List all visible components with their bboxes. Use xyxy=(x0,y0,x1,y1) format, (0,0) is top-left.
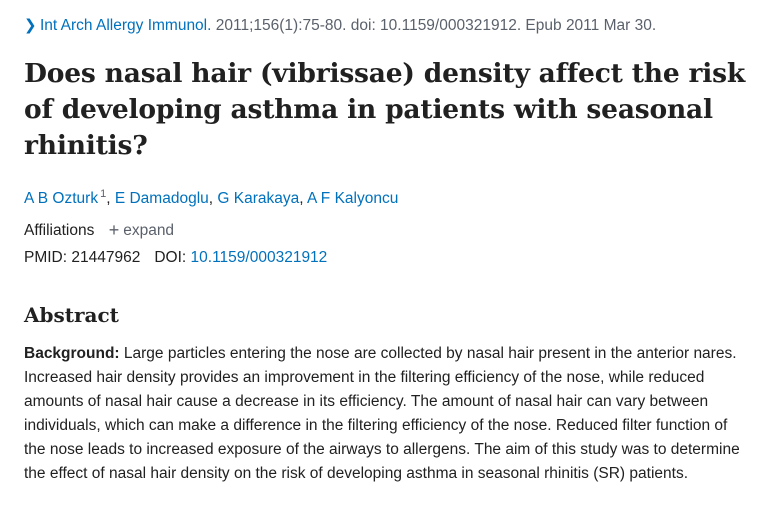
plus-icon: + xyxy=(108,220,120,240)
citation-details: 2011;156(1):75-80. doi: 10.1159/00032191… xyxy=(215,17,657,34)
expand-affiliations-button[interactable]: + expand xyxy=(108,220,175,240)
background-text: Large particles entering the nose are co… xyxy=(24,345,740,482)
background-label: Background: xyxy=(24,345,120,362)
author-link[interactable]: E Damadoglu xyxy=(114,190,209,207)
abstract-background: Background: Large particles entering the… xyxy=(24,342,749,486)
journal-link[interactable]: Int Arch Allergy Immunol. xyxy=(40,17,212,34)
doi-link[interactable]: 10.1159/000321912 xyxy=(190,249,328,266)
chevron-right-icon[interactable]: ❯ xyxy=(24,17,37,34)
expand-label: expand xyxy=(123,222,175,239)
author-link[interactable]: A B Ozturk xyxy=(24,190,99,207)
author-list: A B Ozturk 1, E Damadoglu, G Karakaya, A … xyxy=(24,188,399,207)
author-link[interactable]: A F Kalyoncu xyxy=(307,190,399,207)
pmid-label: PMID: xyxy=(24,249,68,266)
affiliations-row: Affiliations + expand xyxy=(24,218,174,243)
citation-line: ❯ Int Arch Allergy Immunol. 2011;156(1):7… xyxy=(24,14,656,38)
pmid-value: 21447962 xyxy=(71,249,141,266)
abstract-heading: Abstract xyxy=(24,303,119,327)
article-title: Does nasal hair (vibrissae) density affe… xyxy=(24,58,746,161)
affiliation-marker[interactable]: 1 xyxy=(100,188,107,200)
doi-label: DOI: xyxy=(154,249,187,266)
author-link[interactable]: G Karakaya xyxy=(217,190,300,207)
affiliations-label: Affiliations xyxy=(24,222,95,239)
identifiers-row: PMID: 21447962 DOI: 10.1159/000321912 xyxy=(24,246,327,270)
